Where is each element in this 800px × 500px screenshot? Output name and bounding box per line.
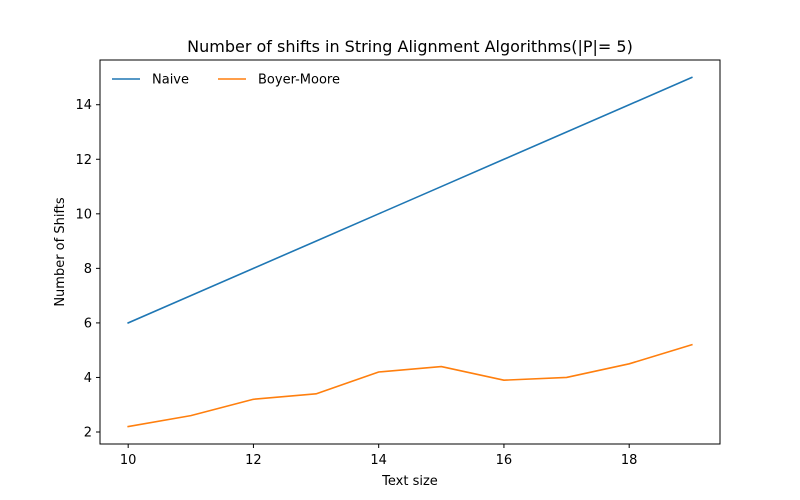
x-tick-label: 18 (621, 453, 638, 468)
x-tick-label: 16 (496, 453, 513, 468)
series-line-boyer-moore (127, 343, 693, 428)
plot-area (127, 76, 693, 428)
legend: Naive Boyer-Moore (112, 73, 340, 88)
y-tick-label: 6 (84, 316, 92, 331)
y-axis: 2 4 6 8 10 12 14 (75, 98, 100, 441)
y-axis-label: Number of Shifts (53, 197, 68, 307)
y-tick-label: 14 (75, 98, 92, 113)
chart-title: Number of shifts in String Alignment Alg… (187, 37, 633, 56)
y-tick-label: 10 (75, 207, 92, 222)
legend-label: Naive (152, 73, 189, 88)
x-tick-label: 10 (120, 453, 137, 468)
x-tick-label: 14 (370, 453, 387, 468)
series-line-naive (127, 76, 693, 324)
y-tick-label: 2 (84, 426, 92, 441)
y-tick-label: 12 (75, 153, 92, 168)
x-axis-label: Text size (381, 474, 438, 489)
x-axis: 10 12 14 16 18 (120, 444, 638, 468)
y-tick-label: 4 (84, 371, 92, 386)
y-tick-label: 8 (84, 262, 92, 277)
legend-label: Boyer-Moore (258, 73, 340, 88)
x-tick-label: 12 (245, 453, 262, 468)
axes-frame (99, 59, 721, 445)
